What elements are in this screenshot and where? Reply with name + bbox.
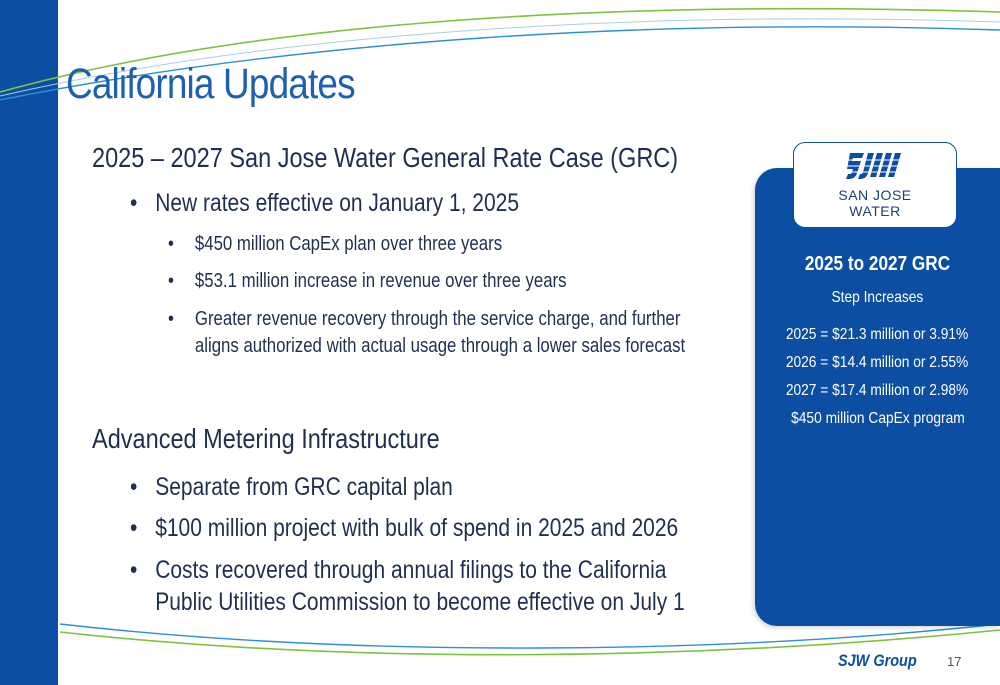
section-heading-ami: Advanced Metering Infrastructure bbox=[92, 423, 440, 454]
sub-bullet-continuation: aligns authorized with actual usage thro… bbox=[168, 333, 685, 360]
bullet-glyph: • bbox=[168, 270, 174, 292]
bullet-glyph: • bbox=[168, 308, 174, 330]
page-number: 17 bbox=[947, 654, 962, 669]
slide-title: California Updates bbox=[66, 60, 356, 108]
bullet-item: • Costs recovered through annual filings … bbox=[130, 556, 666, 585]
bullet-glyph: • bbox=[130, 514, 138, 542]
bullet-item: • Separate from GRC capital plan bbox=[130, 473, 453, 502]
panel-line-capex: $450 million CapEx program bbox=[790, 410, 965, 427]
bullet-text: Separate from GRC capital plan bbox=[155, 473, 453, 501]
bullet-text: $100 million project with bulk of spend … bbox=[155, 514, 679, 542]
sub-bullet-text: $53.1 million increase in revenue over t… bbox=[194, 270, 567, 292]
bullet-continuation: Public Utilities Commission to become ef… bbox=[130, 588, 685, 617]
sjw-group-footer-logo: SJW Group bbox=[838, 651, 917, 670]
section-heading-grc: 2025 – 2027 San Jose Water General Rate … bbox=[92, 142, 679, 173]
bullet-text: Public Utilities Commission to become ef… bbox=[155, 588, 685, 616]
bullet-glyph: • bbox=[130, 189, 138, 217]
sub-bullet-item: • $450 million CapEx plan over three year… bbox=[168, 231, 502, 258]
sub-bullet-text: $450 million CapEx plan over three years bbox=[194, 233, 503, 255]
sub-bullet-item: • Greater revenue recovery through the se… bbox=[168, 306, 680, 333]
bullet-item: • $100 million project with bulk of spend… bbox=[130, 514, 678, 543]
panel-title: 2025 to 2027 GRC bbox=[804, 253, 951, 275]
logo-text-line1: SAN JOSE bbox=[838, 187, 912, 203]
sjw-logo-mark-icon bbox=[846, 153, 904, 179]
sub-bullet-text: Greater revenue recovery through the ser… bbox=[194, 308, 681, 330]
sub-bullet-text: aligns authorized with actual usage thro… bbox=[194, 335, 686, 357]
grc-summary-panel bbox=[755, 168, 1000, 626]
sub-bullet-item: • $53.1 million increase in revenue over … bbox=[168, 268, 567, 295]
panel-line-2025: 2025 = $21.3 million or 3.91% bbox=[786, 326, 969, 343]
bullet-glyph: • bbox=[130, 556, 138, 584]
panel-subtitle: Step Increases bbox=[831, 289, 924, 306]
san-jose-water-logo: SAN JOSE WATER bbox=[793, 142, 957, 228]
panel-line-2026: 2026 = $14.4 million or 2.55% bbox=[786, 354, 969, 371]
logo-text-line2: WATER bbox=[849, 203, 901, 219]
bullet-text: New rates effective on January 1, 2025 bbox=[155, 189, 520, 217]
panel-line-2027: 2027 = $17.4 million or 2.98% bbox=[786, 382, 969, 399]
bullet-text: Costs recovered through annual filings t… bbox=[155, 556, 667, 584]
bullet-item: • New rates effective on January 1, 2025 bbox=[130, 189, 519, 218]
bullet-glyph: • bbox=[130, 473, 138, 501]
bullet-glyph: • bbox=[168, 233, 174, 255]
left-accent-bar bbox=[0, 0, 58, 685]
